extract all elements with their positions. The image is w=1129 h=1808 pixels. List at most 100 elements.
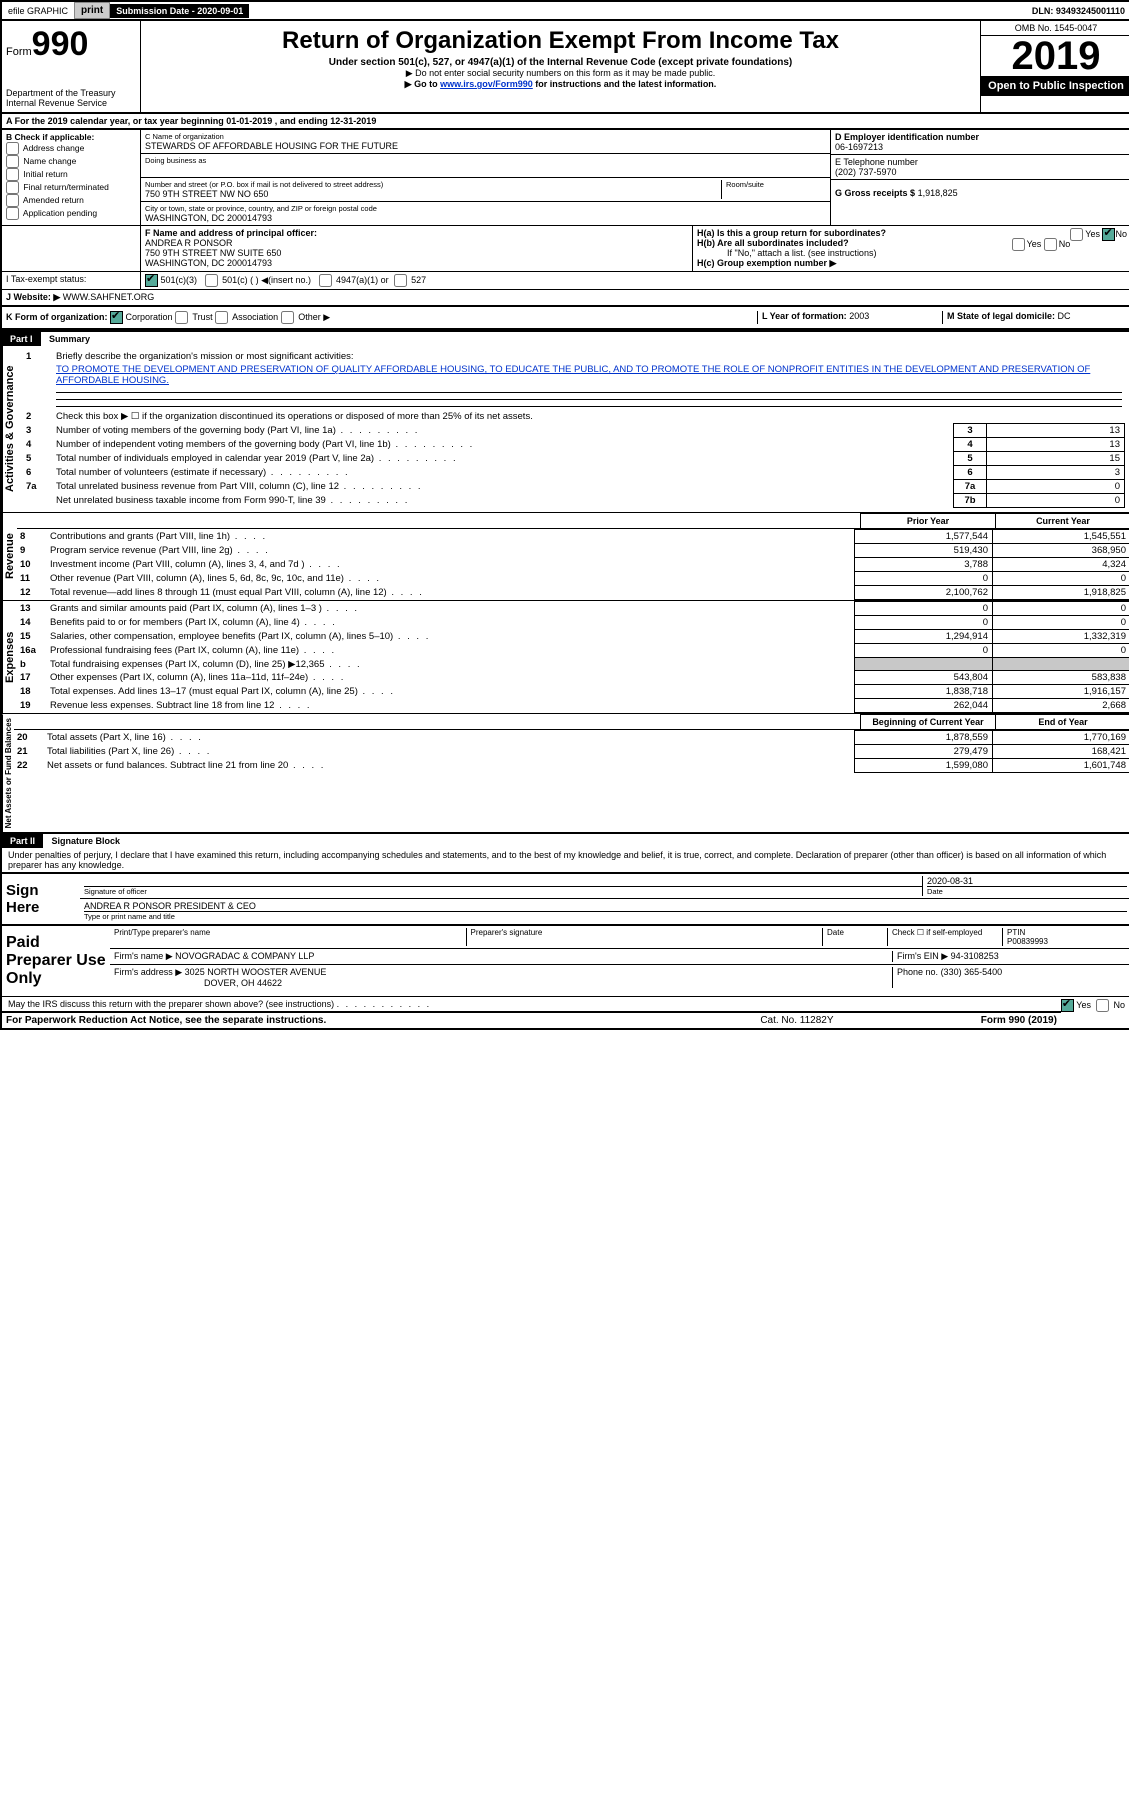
c-name-label: C Name of organization — [145, 132, 826, 141]
efile-label: efile GRAPHIC — [2, 4, 74, 18]
yes-label2: Yes — [1027, 239, 1042, 249]
rev-table: 8Contributions and grants (Part VIII, li… — [17, 529, 1129, 600]
b-header: B Check if applicable: — [6, 132, 136, 142]
k-label: K Form of organization: — [6, 312, 108, 322]
part1-title: Summary — [43, 334, 90, 344]
k-other: Other ▶ — [298, 312, 330, 322]
sign-here-block: Sign Here Signature of officer 2020-08-3… — [2, 872, 1129, 924]
amount-line: 9Program service revenue (Part VIII, lin… — [17, 544, 1129, 558]
k-other-chk[interactable] — [281, 311, 294, 324]
klm-row: K Form of organization: Corporation Trus… — [2, 307, 1129, 330]
dno: No — [1113, 1000, 1125, 1010]
chk-501c[interactable] — [205, 274, 218, 287]
chk-address[interactable]: Address change — [6, 142, 136, 155]
dept-irs: Internal Revenue Service — [6, 98, 136, 108]
k-trust: Trust — [192, 312, 212, 322]
prior-year-hdr: Prior Year — [861, 514, 996, 529]
org-address: 750 9TH STREET NW NO 650 — [145, 189, 721, 199]
d-label: D Employer identification number — [835, 132, 1127, 142]
amount-line: 15Salaries, other compensation, employee… — [17, 630, 1129, 644]
mission: TO PROMOTE THE DEVELOPMENT AND PRESERVAT… — [56, 364, 1090, 386]
footer: For Paperwork Reduction Act Notice, see … — [2, 1011, 1061, 1028]
paid-prep-label: Paid Preparer Use Only — [2, 926, 110, 996]
i-label: I Tax-exempt status: — [2, 272, 141, 289]
ha-yes[interactable] — [1070, 228, 1083, 241]
form-title: Return of Organization Exempt From Incom… — [145, 27, 976, 55]
ha-label: H(a) Is this a group return for subordin… — [697, 228, 886, 238]
irs-link[interactable]: www.irs.gov/Form990 — [440, 79, 533, 89]
goto-b: for instructions and the latest informat… — [533, 79, 717, 89]
summary-line: 5Total number of individuals employed in… — [23, 452, 1125, 466]
summary-line: 6Total number of volunteers (estimate if… — [23, 466, 1125, 480]
part1: Part I Summary — [2, 330, 1129, 346]
part2-tag: Part II — [2, 834, 43, 848]
hb-yes[interactable] — [1012, 238, 1025, 251]
dept-treasury: Department of the Treasury — [6, 88, 136, 98]
phone: (202) 737-5970 — [835, 167, 1127, 177]
firm-addr1: 3025 NORTH WOOSTER AVENUE — [185, 967, 327, 977]
l-val: 2003 — [849, 311, 869, 321]
fh-row: F Name and address of principal officer:… — [2, 226, 1129, 272]
room-label: Room/suite — [726, 180, 826, 189]
chk-final-label: Final return/terminated — [23, 182, 109, 192]
chk-4947[interactable] — [319, 274, 332, 287]
form-footer: Form 990 (2019) — [897, 1015, 1057, 1026]
amount-line: 10Investment income (Part VIII, column (… — [17, 558, 1129, 572]
paid-preparer-block: Paid Preparer Use Only Print/Type prepar… — [2, 924, 1129, 996]
org-name: STEWARDS OF AFFORDABLE HOUSING FOR THE F… — [145, 141, 826, 151]
firm-ein: 94-3108253 — [951, 951, 999, 961]
net-head: Beginning of Current Year End of Year — [14, 714, 1129, 730]
discuss-no[interactable] — [1096, 999, 1109, 1012]
chk-pending[interactable]: Application pending — [6, 207, 136, 220]
chk-initial[interactable]: Initial return — [6, 168, 136, 181]
q1a: Briefly describe the organization's miss… — [53, 350, 1125, 363]
form-num: 990 — [32, 25, 89, 63]
yes-label: Yes — [1085, 229, 1100, 239]
amount-line: 8Contributions and grants (Part VIII, li… — [17, 530, 1129, 544]
current-year-hdr: Current Year — [996, 514, 1129, 529]
i-501c: 501(c) ( ) ◀(insert no.) — [222, 275, 311, 285]
chk-initial-label: Initial return — [23, 169, 67, 179]
hb-no[interactable] — [1044, 238, 1057, 251]
m-label: M State of legal domicile: — [947, 311, 1055, 321]
ein-l: Firm's EIN ▶ — [897, 951, 948, 961]
section-a: A For the 2019 calendar year, or tax yea… — [2, 114, 1129, 130]
print-button[interactable]: print — [74, 2, 110, 19]
officer-addr1: 750 9TH STREET NW SUITE 650 — [145, 248, 688, 258]
amount-line: 14Benefits paid to or for members (Part … — [17, 616, 1129, 630]
chk-name[interactable]: Name change — [6, 155, 136, 168]
chk-amended-label: Amended return — [23, 195, 84, 205]
chk-amended[interactable]: Amended return — [6, 194, 136, 207]
m-val: DC — [1058, 311, 1071, 321]
amount-line: 19Revenue less expenses. Subtract line 1… — [17, 699, 1129, 713]
k-trust-chk[interactable] — [175, 311, 188, 324]
org-city: WASHINGTON, DC 200014793 — [145, 213, 826, 223]
k-assoc-chk[interactable] — [215, 311, 228, 324]
net-table: 20Total assets (Part X, line 16) . . . .… — [14, 730, 1129, 773]
ha-row: H(a) Is this a group return for subordin… — [697, 228, 1127, 238]
sign-here: Sign Here — [2, 874, 80, 924]
chk-527[interactable] — [394, 274, 407, 287]
ij-row: I Tax-exempt status: 501(c)(3) 501(c) ( … — [2, 272, 1129, 290]
city-label: City or town, state or province, country… — [145, 204, 826, 213]
officer-addr2: WASHINGTON, DC 200014793 — [145, 258, 688, 268]
f-label: F Name and address of principal officer: — [145, 228, 688, 238]
beg-year-hdr: Beginning of Current Year — [861, 715, 996, 730]
form-subtitle: Under section 501(c), 527, or 4947(a)(1)… — [145, 57, 976, 68]
chk-final[interactable]: Final return/terminated — [6, 181, 136, 194]
firm-name: NOVOGRADAC & COMPANY LLP — [175, 951, 314, 961]
part1-body: Activities & Governance 1Briefly describ… — [2, 346, 1129, 512]
tax-year: 2019 — [981, 36, 1129, 76]
chk-501c3 — [145, 274, 158, 287]
ptin-l: PTIN — [1007, 928, 1025, 937]
amount-line: 17Other expenses (Part IX, column (A), l… — [17, 671, 1129, 685]
dln: DLN: 93493245001110 — [1026, 4, 1129, 18]
phone-l: Phone no. — [897, 967, 938, 977]
amount-line: bTotal fundraising expenses (Part IX, co… — [17, 658, 1129, 671]
l-label: L Year of formation: — [762, 311, 847, 321]
chk-address-label: Address change — [23, 143, 84, 153]
faddr-l: Firm's address ▶ — [114, 967, 182, 977]
part1-expenses: Expenses 13Grants and similar amounts pa… — [2, 600, 1129, 713]
summary-line: 3Number of voting members of the governi… — [23, 424, 1125, 438]
side-net: Net Assets or Fund Balances — [2, 714, 14, 832]
